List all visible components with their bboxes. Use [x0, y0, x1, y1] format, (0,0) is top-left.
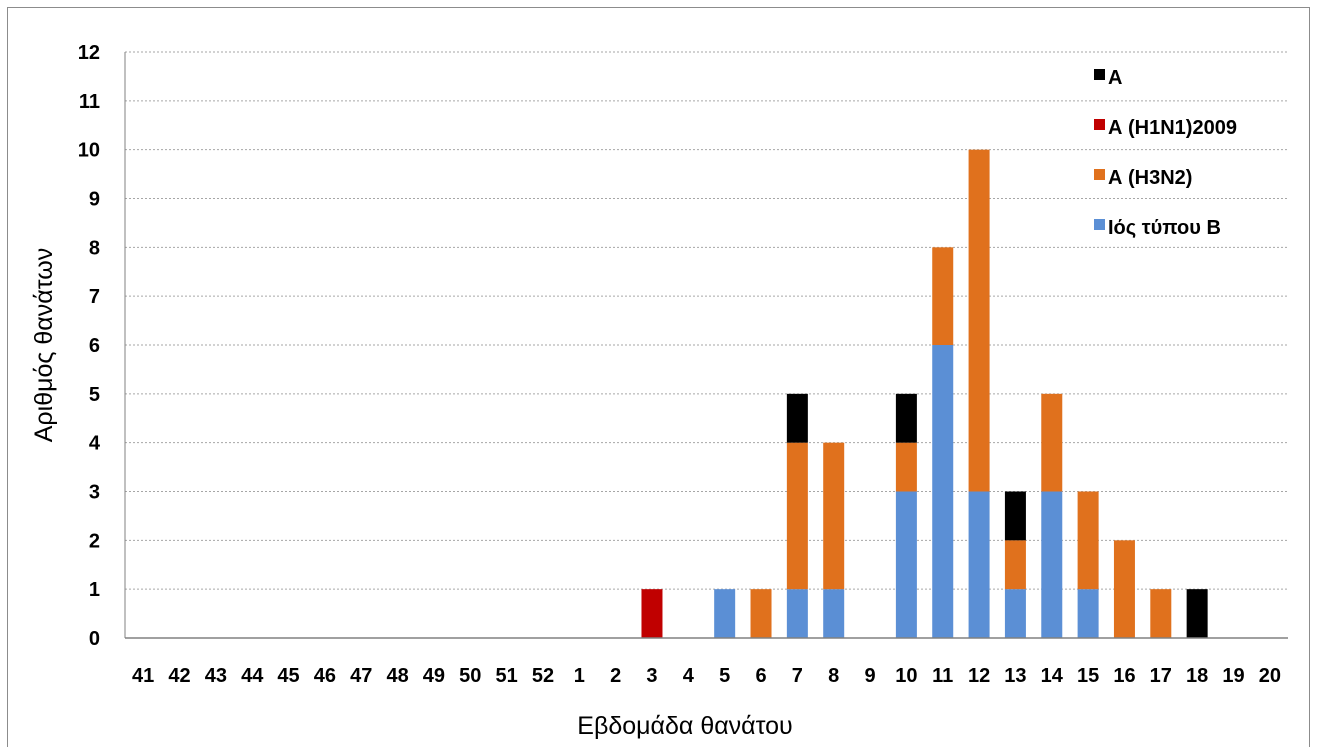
legend-swatch	[1094, 69, 1105, 80]
x-tick-label: 46	[314, 665, 336, 687]
bar-segment	[1077, 491, 1099, 590]
legend: Α Α (Η1Ν1)2009 Α (Η3Ν2) Ιός τύπου Β	[1094, 67, 1237, 239]
legend-swatch	[1094, 169, 1105, 180]
x-tick-label: 43	[205, 665, 227, 687]
y-axis-title: Αριθμός θανάτων	[30, 248, 58, 443]
x-tick-label: 12	[968, 665, 990, 687]
x-tick-label: 42	[168, 665, 190, 687]
x-tick-label: 1	[574, 665, 585, 687]
legend-swatch	[1094, 219, 1105, 230]
x-tick-label: 15	[1077, 665, 1099, 687]
y-tick-label: 5	[89, 384, 100, 406]
x-tick-label: 44	[241, 665, 264, 687]
bar-segment	[1077, 589, 1099, 638]
bar-segment	[786, 589, 808, 638]
bar-segment	[786, 393, 808, 443]
x-tick-label: 8	[828, 665, 839, 687]
legend-label: Α	[1108, 67, 1122, 89]
x-tick-label: 14	[1041, 665, 1064, 687]
x-tick-label: 50	[459, 665, 481, 687]
bar-segment	[895, 442, 917, 492]
y-tick-label: 6	[89, 335, 100, 357]
bar-segment	[968, 491, 990, 638]
x-tick-label: 51	[495, 665, 517, 687]
bar-segment	[714, 589, 736, 638]
x-tick-labels: 41 42 43 44 45 46 47 48 49 50 51 52 1 2 3 4 5 6 7 8 9 10 11 12 1…	[132, 665, 1281, 687]
bars	[641, 149, 1208, 638]
bar-segment	[932, 247, 954, 345]
legend-label: Α (Η1Ν1)2009	[1108, 117, 1237, 139]
bar-segment	[895, 393, 917, 443]
bar-segment	[895, 491, 917, 638]
bar-segment	[1004, 491, 1026, 541]
x-tick-label: 16	[1113, 665, 1135, 687]
bar-segment	[823, 589, 845, 638]
x-tick-label: 48	[386, 665, 408, 687]
x-tick-label: 11	[932, 665, 953, 687]
x-tick-label: 19	[1222, 665, 1244, 687]
bar-segment	[750, 589, 772, 638]
x-tick-label: 2	[610, 665, 621, 687]
legend-swatch	[1094, 119, 1105, 130]
x-tick-label: 4	[683, 665, 695, 687]
y-tick-label: 7	[89, 286, 100, 308]
y-tick-label: 1	[89, 579, 100, 601]
x-axis-title: Εβδομάδα θανάτου	[577, 712, 792, 740]
x-tick-label: 17	[1150, 665, 1172, 687]
legend-label: Ιός τύπου Β	[1108, 217, 1221, 239]
x-tick-label: 7	[792, 665, 803, 687]
x-tick-label: 49	[423, 665, 445, 687]
x-tick-label: 10	[895, 665, 917, 687]
legend-label: Α (Η3Ν2)	[1108, 167, 1192, 189]
y-tick-label: 10	[78, 140, 100, 162]
x-tick-label: 5	[719, 665, 730, 687]
bar-segment	[1186, 589, 1208, 638]
x-tick-label: 6	[755, 665, 766, 687]
x-tick-label: 45	[277, 665, 299, 687]
bar-segment	[1004, 589, 1026, 638]
x-tick-label: 41	[132, 665, 154, 687]
bar-segment	[932, 345, 954, 638]
x-tick-label: 13	[1004, 665, 1026, 687]
bar-segment	[1004, 540, 1026, 590]
x-tick-label: 3	[646, 665, 657, 687]
x-tick-label: 9	[864, 665, 875, 687]
y-tick-label: 9	[89, 189, 100, 211]
bar-segment	[786, 442, 808, 590]
bar-segment	[1113, 540, 1135, 638]
x-tick-label: 20	[1259, 665, 1281, 687]
y-tick-label: 12	[78, 42, 100, 64]
gridlines	[125, 51, 1288, 590]
bar-segment	[823, 442, 845, 590]
y-tick-label: 4	[89, 433, 101, 455]
y-tick-label: 2	[89, 530, 100, 552]
bar-segment	[1150, 589, 1172, 638]
y-tick-label: 11	[79, 91, 100, 113]
bar-segment	[968, 149, 990, 492]
x-tick-label: 18	[1186, 665, 1208, 687]
x-tick-label: 52	[532, 665, 554, 687]
bar-segment	[1041, 491, 1063, 638]
y-tick-label: 0	[89, 628, 100, 650]
y-tick-label: 3	[89, 482, 100, 504]
x-tick-label: 47	[350, 665, 372, 687]
bar-segment	[641, 589, 663, 638]
bar-segment	[1041, 393, 1063, 492]
y-tick-label: 8	[89, 237, 100, 259]
